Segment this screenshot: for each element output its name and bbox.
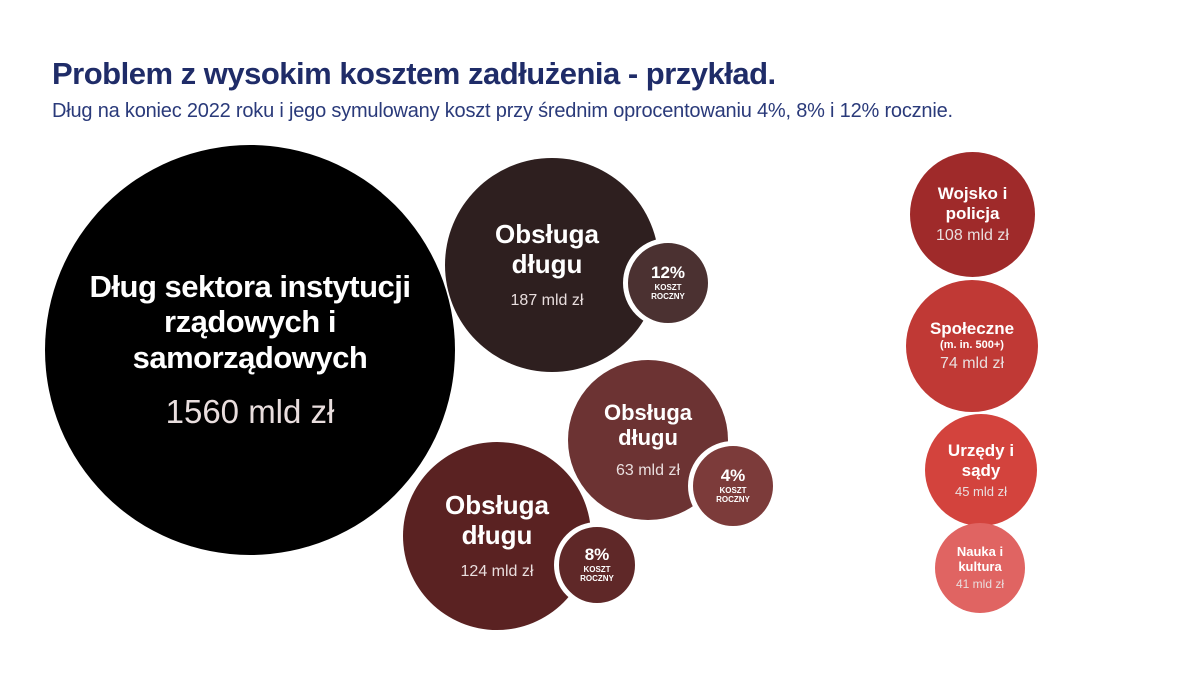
spending-label: Nauka i kultura [956, 543, 1004, 574]
debt-service-label: Obsługa długu [603, 399, 692, 450]
rate-value: 4% [720, 466, 746, 486]
debt-service-label: Obsługa długu [494, 219, 599, 279]
debt-service-value: 124 mld zł [460, 562, 534, 580]
debt-service-bubble-8: Obsługa długu 124 mld zł [403, 442, 591, 630]
rate-value: 12% [650, 263, 686, 283]
debt-service-value: 63 mld zł [615, 462, 681, 480]
spending-value: 74 mld zł [939, 354, 1005, 372]
page-title: Problem z wysokim kosztem zadłużenia - p… [52, 56, 776, 91]
debt-bubble: Dług sektora instytucji rządowych i samo… [45, 145, 455, 555]
debt-service-bubble-12: Obsługa długu 187 mld zł [445, 158, 659, 372]
rate-value: 8% [584, 545, 610, 565]
spending-bubble-social: Społeczne (m. in. 500+) 74 mld zł [906, 280, 1038, 412]
rate-label: KOSZT ROCZNY [716, 485, 750, 505]
debt-service-label: Obsługa długu [444, 490, 549, 550]
spending-label: Społeczne [929, 319, 1015, 339]
rate-badge-8: 8% KOSZT ROCZNY [554, 522, 640, 608]
spending-bubble-offices: Urzędy i sądy 45 mld zł [925, 414, 1037, 526]
debt-value: 1560 mld zł [165, 393, 335, 431]
debt-label: Dług sektora instytucji rządowych i samo… [89, 268, 411, 375]
spending-bubble-military: Wojsko i policja 108 mld zł [910, 152, 1035, 277]
debt-service-value: 187 mld zł [510, 291, 584, 309]
spending-label: Urzędy i sądy [947, 441, 1015, 480]
spending-value: 41 mld zł [955, 577, 1005, 592]
page-subtitle: Dług na koniec 2022 roku i jego symulowa… [52, 100, 953, 122]
spending-bubble-science: Nauka i kultura 41 mld zł [935, 523, 1025, 613]
spending-value: 108 mld zł [936, 226, 1009, 244]
rate-badge-4: 4% KOSZT ROCZNY [688, 441, 778, 531]
rate-label: KOSZT ROCZNY [580, 564, 614, 584]
rate-badge-12: 12% KOSZT ROCZNY [623, 238, 713, 328]
spending-value: 45 mld zł [954, 483, 1008, 499]
spending-label: Wojsko i policja [937, 184, 1008, 223]
spending-sublabel: (m. in. 500+) [940, 338, 1004, 351]
rate-label: KOSZT ROCZNY [651, 282, 685, 302]
